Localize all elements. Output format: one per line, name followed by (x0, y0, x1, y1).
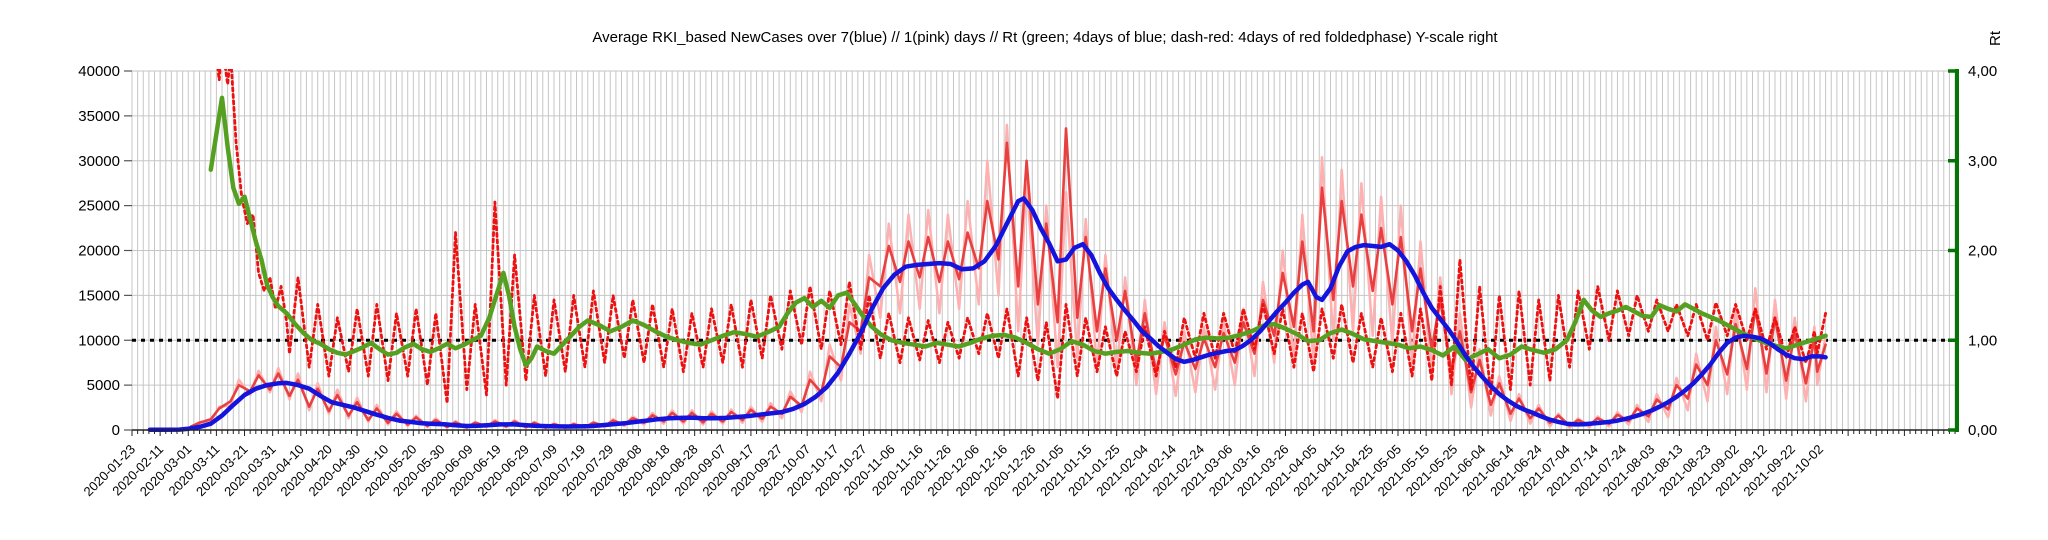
axes (124, 69, 1959, 436)
right-axis-title: Rt (1987, 30, 2004, 46)
left-axis-tick-label: 15000 (78, 287, 120, 304)
right-axis-tick-label: 3,00 (1968, 153, 1997, 170)
series-blue-7day (147, 196, 1828, 432)
right-axis-tick-label: 4,00 (1968, 63, 1997, 80)
left-axis-tick-label: 25000 (78, 198, 120, 215)
left-axis-tick-label: 10000 (78, 332, 120, 349)
chart-title: Average RKI_based NewCases over 7(blue) … (592, 29, 1498, 46)
series-green-rt (208, 95, 1828, 368)
left-axis-tick-label: 0 (112, 422, 120, 439)
right-axis-tick-label: 2,00 (1968, 243, 1997, 260)
left-axis-tick-label: 5000 (87, 377, 120, 394)
left-axis-tick-label: 30000 (78, 153, 120, 170)
data-series (147, 69, 1828, 432)
left-axis-tick-label: 35000 (78, 108, 120, 125)
left-axis-tick-label: 20000 (78, 243, 120, 260)
right-axis-tick-label: 0,00 (1968, 422, 1997, 439)
left-axis-tick-label: 40000 (78, 63, 120, 80)
right-axis-tick-label: 1,00 (1968, 332, 1997, 349)
